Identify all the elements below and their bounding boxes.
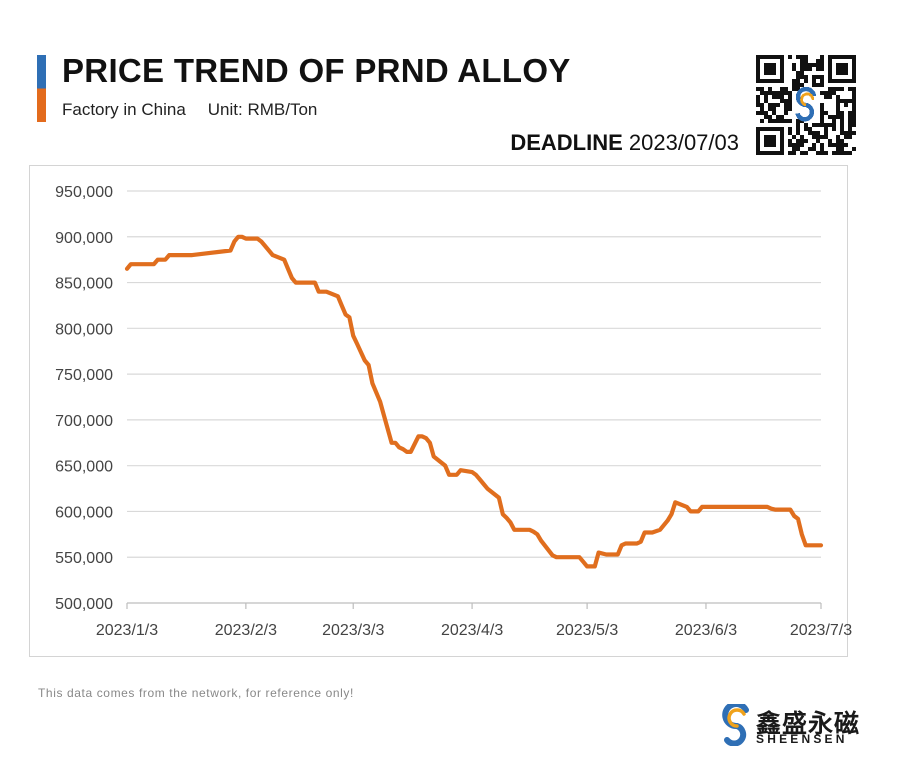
- x-tick-label: 2023/4/3: [441, 622, 503, 639]
- sheensen-logo-icon: [722, 704, 749, 746]
- x-tick-label: 2023/6/3: [675, 622, 737, 639]
- y-tick-label: 600,000: [55, 504, 113, 521]
- x-tick-label: 2023/2/3: [215, 622, 277, 639]
- y-tick-label: 800,000: [55, 321, 113, 338]
- page-title: PRICE TREND OF PRND ALLOY: [62, 52, 571, 89]
- x-tick-label: 2023/7/3: [790, 622, 852, 639]
- deadline-date: 2023/07/03: [628, 130, 739, 155]
- x-tick-label: 2023/3/3: [322, 622, 384, 639]
- deadline: DEADLINE 2023/07/03: [510, 130, 739, 156]
- qr-code-icon: [756, 55, 856, 155]
- subtitle-unit: Unit: RMB/Ton: [207, 100, 318, 119]
- x-tick-label: 2023/1/3: [96, 622, 158, 639]
- series-line: [124, 234, 824, 569]
- deadline-label: DEADLINE: [510, 130, 623, 155]
- y-tick-label: 500,000: [55, 596, 113, 613]
- brand-name-cn: 鑫盛永磁: [756, 709, 861, 738]
- y-tick-label: 700,000: [55, 413, 113, 430]
- y-tick-label: 900,000: [55, 230, 113, 247]
- y-tick-label: 850,000: [55, 276, 113, 293]
- subtitle-source: Factory in China: [62, 100, 186, 119]
- brand-name-en: SHEENSEN: [756, 732, 848, 746]
- y-tick-label: 950,000: [55, 184, 113, 201]
- x-tick-label: 2023/5/3: [556, 622, 618, 639]
- brand-logo: 鑫盛永磁 SHEENSEN: [722, 702, 859, 748]
- disclaimer-note: This data comes from the network, for re…: [38, 686, 354, 700]
- y-tick-label: 650,000: [55, 459, 113, 476]
- y-tick-label: 750,000: [55, 367, 113, 384]
- price-line-chart: 500,000 550,000 600,000 650,000 700,000 750,0…: [55, 184, 852, 639]
- subtitle: Factory in China Unit: RMB/Ton: [62, 100, 317, 120]
- chart-frame: [29, 165, 848, 657]
- y-tick-label: 550,000: [55, 550, 113, 567]
- title-accent-bar: [37, 55, 46, 122]
